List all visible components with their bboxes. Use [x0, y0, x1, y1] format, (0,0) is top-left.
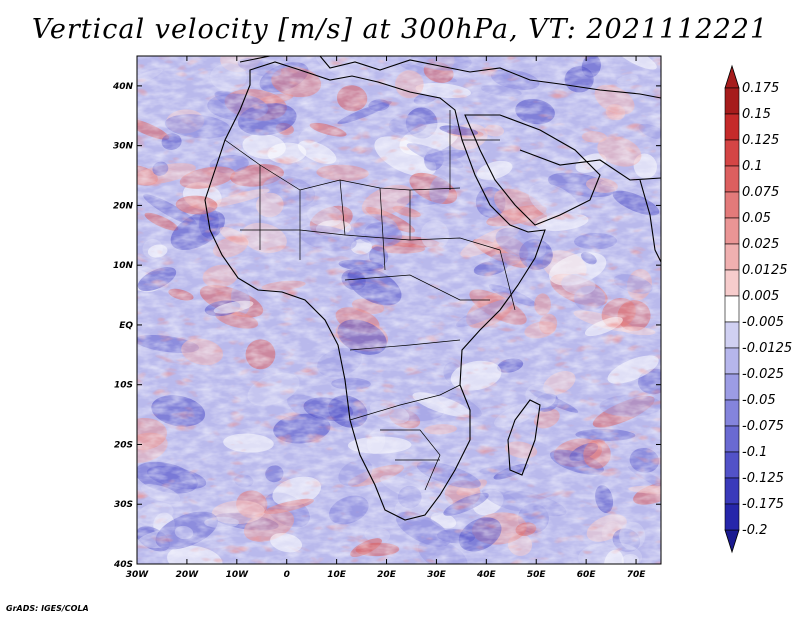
lat-label: 40S — [113, 560, 133, 570]
colorbar-swatch — [724, 399, 740, 427]
colorbar-swatch — [724, 217, 740, 245]
colorbar-label: 0.005 — [742, 289, 779, 304]
lat-label: 30N — [113, 142, 134, 152]
colorbar-label: 0.1 — [742, 159, 763, 174]
colorbar: 0.175 0.15 0.125 0.1 0.075 0.05 0.025 0.0125 0.0… — [724, 64, 792, 554]
colorbar-label: 0.05 — [742, 211, 771, 226]
lon-label: 10W — [226, 570, 250, 580]
lat-label: 10N — [113, 261, 134, 271]
colorbar-label: -0.005 — [742, 315, 784, 330]
lon-label: 30W — [126, 570, 150, 580]
lon-label: 60E — [577, 570, 597, 580]
colorbar-max-arrow — [724, 64, 740, 89]
colorbar-swatch — [724, 191, 740, 219]
colorbar-label: -0.025 — [742, 367, 784, 382]
colorbar-swatch — [724, 321, 740, 349]
colorbar-label: -0.075 — [742, 419, 784, 434]
colorbar-label: 0.075 — [742, 185, 779, 200]
lon-label: 50E — [527, 570, 547, 580]
colorbar-label: 0.15 — [742, 107, 771, 122]
colorbar-swatch — [724, 347, 740, 375]
lat-label: 20S — [114, 440, 133, 450]
colorbar-label: 0.025 — [742, 237, 779, 252]
plot-frame — [136, 55, 662, 565]
colorbar-swatch — [724, 451, 740, 479]
lon-label: 0 — [284, 570, 290, 580]
colorbar-swatch — [724, 243, 740, 271]
colorbar-swatch — [724, 87, 740, 115]
coastlines — [204, 56, 661, 521]
colorbar-label: -0.0125 — [742, 341, 792, 356]
lon-label: 70E — [627, 570, 647, 580]
lon-label: 30E — [427, 570, 447, 580]
lat-label: 30S — [114, 500, 133, 510]
country-borders — [224, 110, 516, 491]
lon-label: 20W — [176, 570, 200, 580]
colorbar-label: -0.2 — [742, 523, 767, 538]
colorbar-swatch — [724, 295, 740, 323]
lon-label: 20E — [377, 570, 397, 580]
longitude-axis: 30W 20W 10W 0 10E 20E 30E 40E 50E 60E 70E — [126, 56, 646, 580]
colorbar-min-arrow — [724, 529, 740, 554]
field-texture-white — [137, 56, 661, 564]
colorbar-swatch — [724, 425, 740, 453]
colorbar-label: -0.125 — [742, 471, 784, 486]
lat-label: 40N — [112, 82, 134, 92]
colorbar-label: 0.175 — [742, 81, 779, 96]
colorbar-swatch — [724, 477, 740, 505]
colorbar-swatch — [724, 113, 740, 141]
lon-label: 10E — [327, 570, 347, 580]
colorbar-swatch — [724, 503, 740, 531]
lat-label: 10S — [114, 381, 133, 391]
colorbar-label: -0.175 — [742, 497, 784, 512]
lat-label: EQ — [119, 321, 133, 331]
map-title: Vertical velocity [m/s] at 300hPa, VT: 2… — [31, 14, 769, 45]
colorbar-label: -0.1 — [742, 445, 767, 460]
colorbar-swatch — [724, 139, 740, 167]
colorbar-label: 0.125 — [742, 133, 779, 148]
colorbar-swatch — [724, 269, 740, 297]
colorbar-label: 0.0125 — [742, 263, 788, 278]
lat-label: 20N — [113, 201, 134, 211]
colorbar-swatch — [724, 165, 740, 193]
velocity-field — [137, 56, 661, 564]
lon-label: 40E — [476, 570, 497, 580]
latitude-axis: 40N 30N 20N 10N EQ 10S 20S 30S 40S — [112, 82, 661, 570]
grads-credit: GrADS: IGES/COLA — [6, 604, 89, 613]
colorbar-swatch — [724, 373, 740, 401]
colorbar-label: -0.05 — [742, 393, 776, 408]
